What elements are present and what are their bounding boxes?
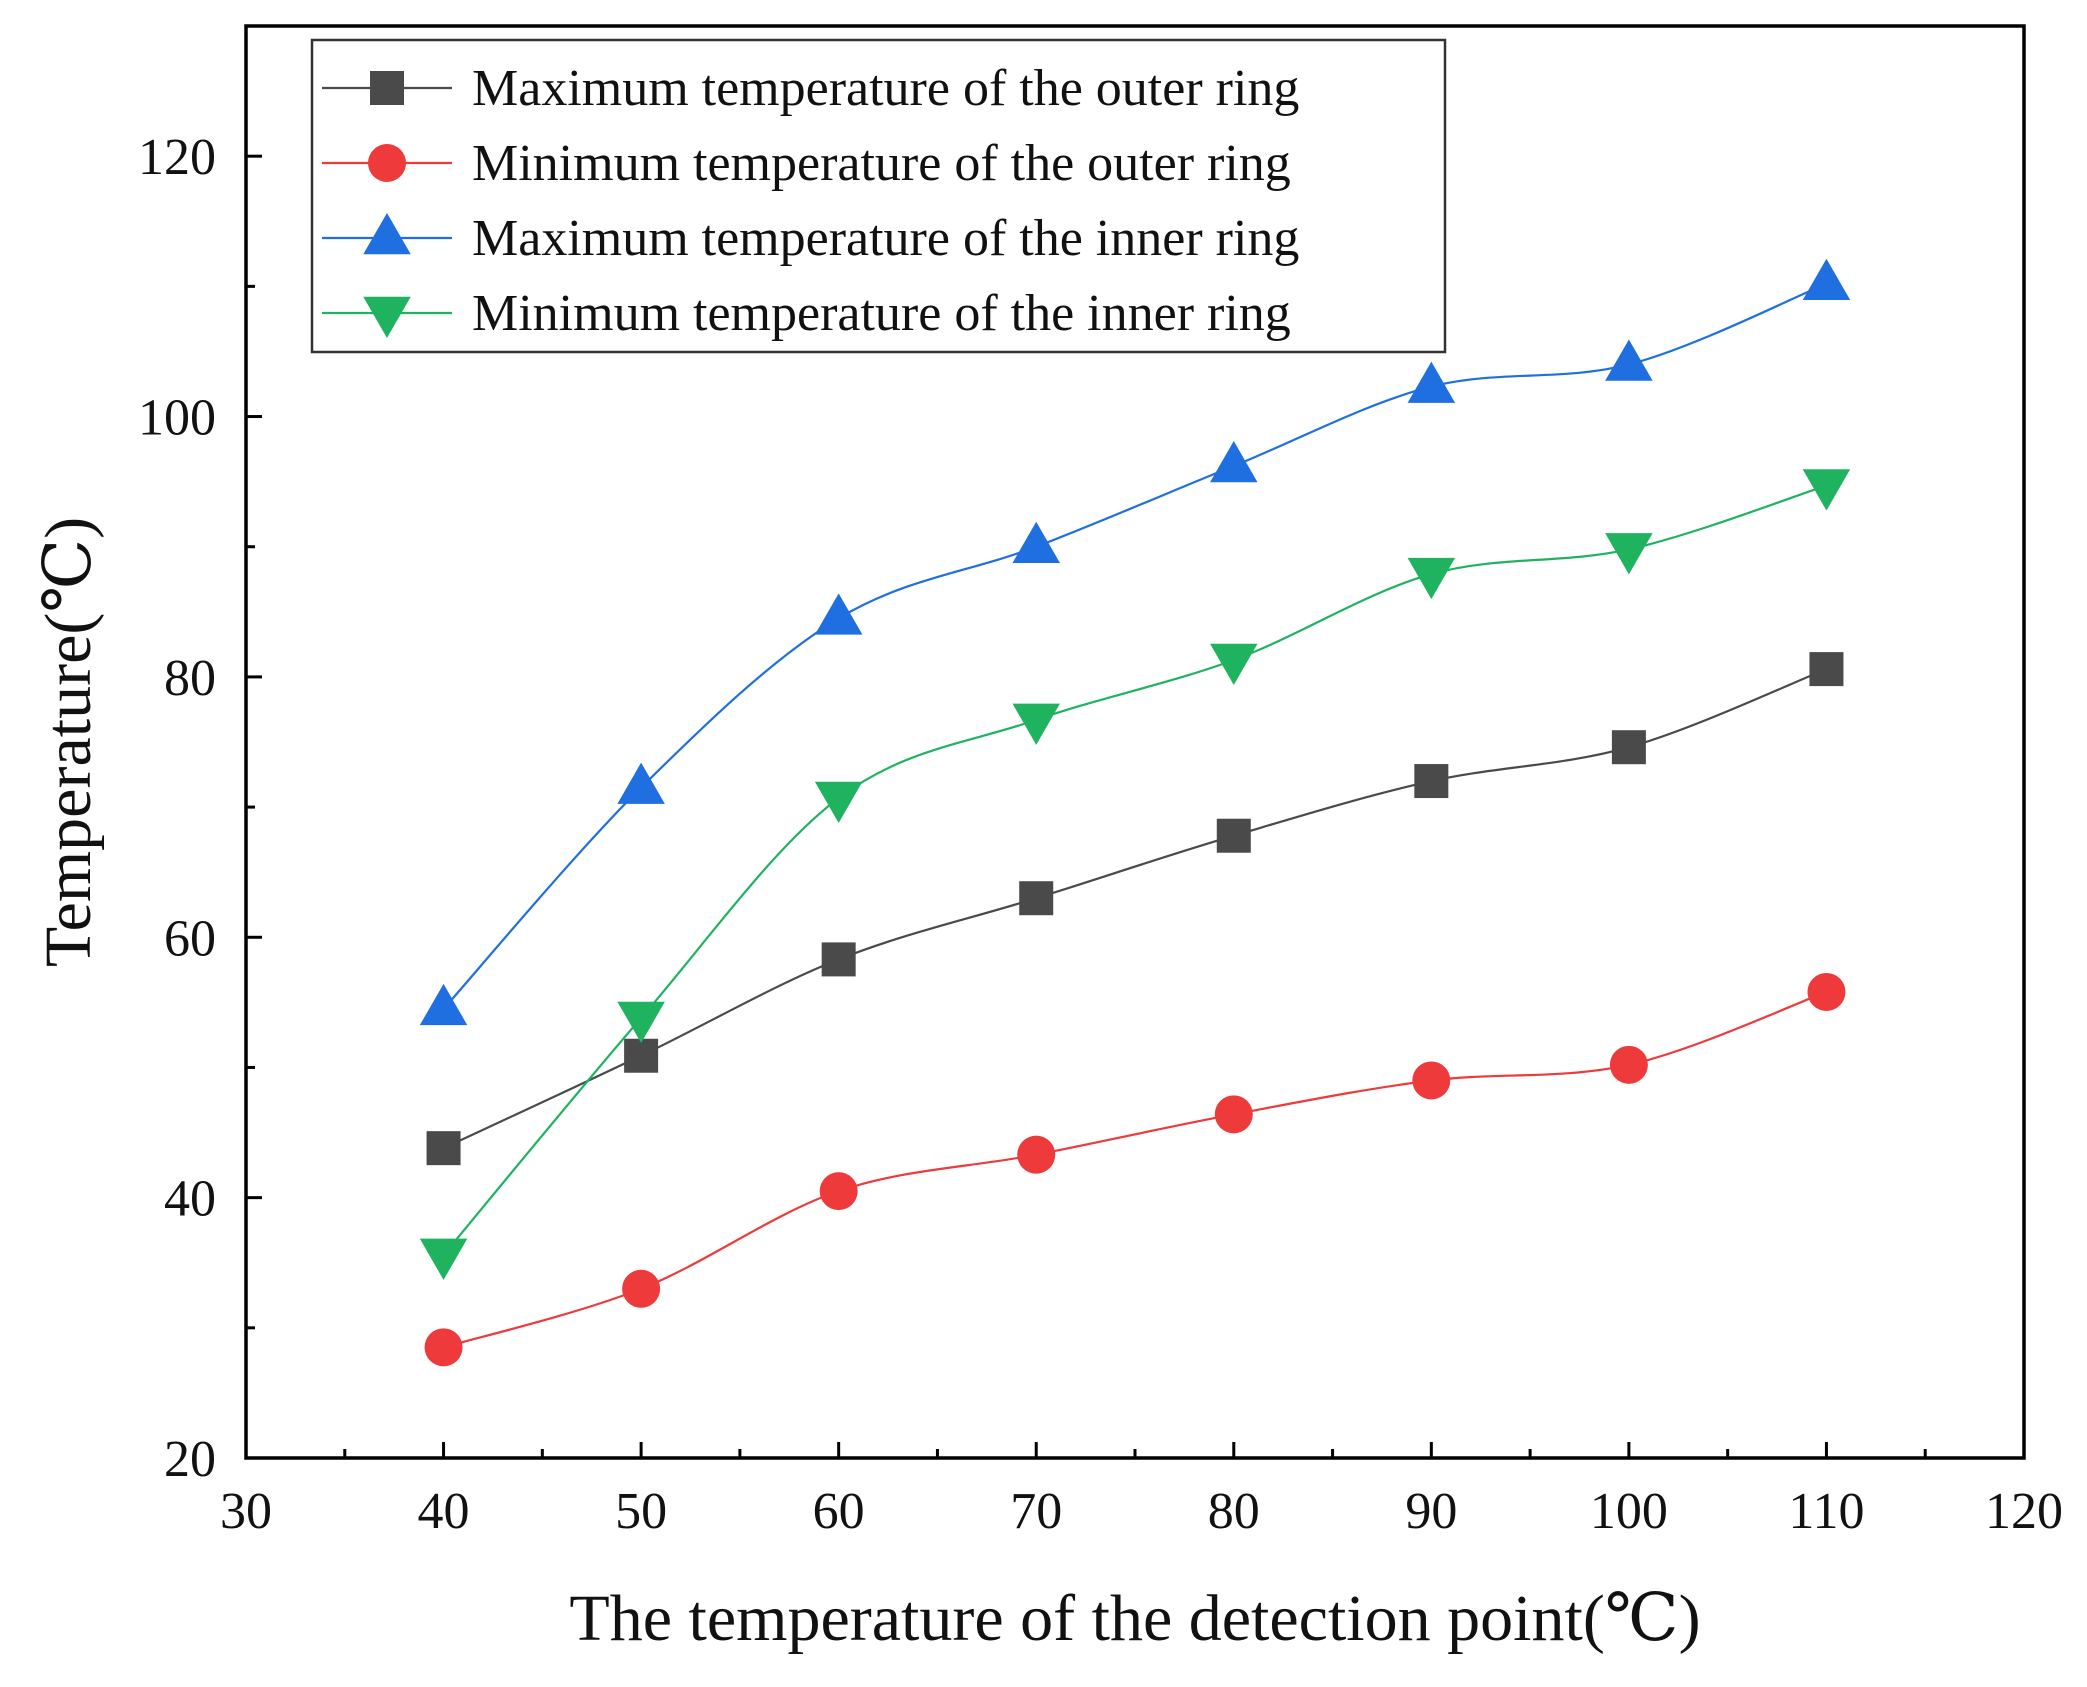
- data-point: [1012, 703, 1060, 745]
- y-tick-label: 20: [164, 1431, 216, 1488]
- data-point: [419, 983, 468, 1026]
- data-point: [622, 1269, 661, 1308]
- legend: Maximum temperature of the outer ring Min…: [310, 38, 1447, 354]
- series-2: [424, 972, 1846, 1367]
- legend-item: Minimum temperature of the outer ring: [322, 135, 1291, 192]
- x-tick-label: 100: [1590, 1483, 1668, 1540]
- legend-marker: [363, 213, 411, 255]
- y-tick-label: 100: [138, 390, 216, 447]
- axis-ticks: 30 40 50 60 70 80 90 100 110 120 20 40 60 80 100 120: [138, 129, 2063, 1540]
- data-point: [1802, 469, 1851, 511]
- data-point: [419, 1238, 468, 1280]
- series-line: [442, 282, 1827, 1010]
- x-tick-label: 110: [1788, 1483, 1864, 1540]
- series-line: [443, 990, 1827, 1349]
- y-axis-title: Temperature(℃): [32, 517, 105, 967]
- x-axis-title: The temperature of the detection point(℃…: [569, 1582, 1700, 1655]
- legend-label: Maximum temperature of the inner ring: [472, 210, 1299, 267]
- data-point: [1414, 764, 1449, 799]
- x-tick-label: 120: [1985, 1483, 2063, 1540]
- y-tick-label: 120: [138, 129, 216, 186]
- x-tick-label: 50: [615, 1483, 667, 1540]
- y-tick-label: 60: [164, 910, 216, 967]
- legend-label: Minimum temperature of the outer ring: [472, 135, 1291, 192]
- data-point: [1210, 643, 1258, 685]
- series-line: [443, 668, 1827, 1150]
- data-point: [1216, 818, 1251, 853]
- y-tick-label: 80: [164, 650, 216, 707]
- data-point: [821, 942, 856, 977]
- x-tick-label: 90: [1405, 1483, 1457, 1540]
- legend-marker: [363, 296, 411, 338]
- data-point: [1802, 258, 1851, 301]
- data-point: [1807, 972, 1846, 1011]
- y-tick-label: 40: [164, 1171, 216, 1228]
- series-layer: [419, 258, 1851, 1367]
- legend-marker: [368, 144, 406, 182]
- series-3: [419, 258, 1851, 1026]
- x-tick-label: 60: [813, 1483, 865, 1540]
- data-point: [1605, 339, 1653, 381]
- data-point: [624, 1038, 659, 1073]
- x-tick-label: 30: [220, 1483, 272, 1540]
- legend-label: Minimum temperature of the inner ring: [472, 285, 1291, 342]
- data-point: [426, 1131, 461, 1166]
- data-point: [814, 781, 863, 823]
- data-point: [1210, 441, 1258, 483]
- data-point: [1609, 1045, 1648, 1084]
- data-point: [1214, 1095, 1253, 1134]
- data-point: [1407, 361, 1456, 403]
- data-point: [1407, 557, 1456, 600]
- data-point: [1809, 652, 1844, 687]
- data-point: [617, 762, 665, 804]
- data-point: [819, 1172, 858, 1211]
- legend-item: Minimum temperature of the inner ring: [322, 285, 1291, 342]
- legend-box: [310, 38, 1447, 354]
- data-point: [617, 1001, 665, 1043]
- x-tick-label: 70: [1010, 1483, 1062, 1540]
- series-line: [442, 484, 1827, 1256]
- x-tick-label: 40: [418, 1483, 470, 1540]
- data-point: [1605, 533, 1653, 575]
- data-point: [424, 1328, 463, 1367]
- legend-item: Maximum temperature of the inner ring: [322, 210, 1299, 267]
- data-point: [814, 593, 863, 635]
- x-tick-label: 80: [1208, 1483, 1260, 1540]
- data-point: [1012, 521, 1060, 563]
- legend-item: Maximum temperature of the outer ring: [322, 60, 1299, 117]
- data-point: [1611, 730, 1646, 765]
- data-point: [1412, 1061, 1451, 1100]
- series-1: [426, 652, 1844, 1166]
- data-point: [1019, 881, 1054, 916]
- legend-marker: [370, 71, 404, 105]
- data-point: [1017, 1135, 1056, 1174]
- series-4: [419, 469, 1851, 1280]
- legend-label: Maximum temperature of the outer ring: [472, 60, 1299, 117]
